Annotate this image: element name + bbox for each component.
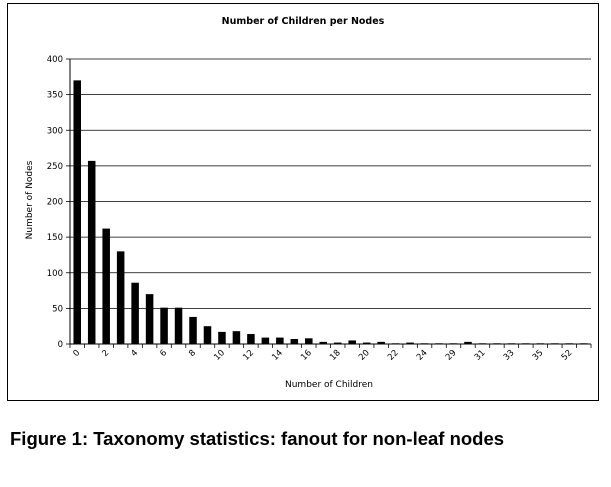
bar-21: [377, 341, 385, 344]
x-tick-label: 14: [270, 348, 285, 363]
y-tick-label: 50: [52, 304, 63, 314]
bar-23: [406, 342, 414, 344]
bar-6: [160, 307, 168, 344]
chart-svg: Number of Children per Nodes Number of N…: [25, 16, 592, 390]
bar-10: [218, 331, 226, 344]
x-tick-label: 16: [299, 348, 314, 363]
y-tick-label: 250: [47, 162, 63, 172]
gridlines: [70, 58, 591, 309]
bar-19: [348, 340, 356, 344]
x-tick-label: 2: [100, 348, 111, 359]
y-tick-label: 400: [47, 55, 63, 65]
bar-18: [333, 342, 342, 344]
y-tick-label: 100: [47, 269, 63, 279]
y-tick-label: 0: [58, 340, 63, 350]
chart-frame: Number of Children per Nodes Number of N…: [7, 3, 599, 401]
bars: [73, 80, 588, 344]
x-tick-label: 0: [71, 348, 82, 359]
bar-14: [276, 337, 284, 344]
bar-8: [189, 316, 197, 344]
bar-13: [261, 337, 270, 344]
bar-9: [203, 326, 212, 344]
bar-3: [116, 251, 125, 344]
y-tick-label: 300: [47, 126, 63, 136]
x-tick-label: 8: [187, 348, 198, 359]
bar-0: [73, 80, 81, 344]
x-tick-label: 33: [502, 348, 517, 363]
axes: [66, 58, 592, 348]
x-axis-label: Number of Children: [285, 380, 373, 390]
x-tick-label: 52: [560, 348, 575, 363]
x-tick-label: 20: [357, 348, 372, 363]
x-tick-label: 31: [473, 348, 488, 363]
x-tick-label: 6: [158, 348, 169, 359]
bar-1: [87, 160, 96, 344]
x-tick-label: 24: [415, 348, 430, 363]
y-tick-label: 350: [47, 91, 63, 101]
bar-17: [319, 341, 328, 344]
x-tick-labels: 0 2 4 6 8 10 12 14 16 18 20 22 24 29 31 33 35 52: [71, 348, 574, 363]
bar-11: [232, 331, 241, 344]
bar-2: [102, 228, 110, 344]
x-tick-label: 12: [241, 348, 256, 363]
x-tick-label: 10: [212, 348, 227, 363]
bar-7: [174, 307, 183, 344]
x-tick-label: 35: [531, 348, 546, 363]
bar-12: [247, 334, 255, 344]
y-tick-label: 150: [47, 233, 63, 243]
bar-5: [145, 294, 154, 344]
figure-caption: Figure 1: Taxonomy statistics: fanout fo…: [10, 428, 505, 449]
y-tick-labels: 0 50 100 150 200 250 300 350 400: [47, 55, 63, 350]
x-tick-label: 22: [386, 348, 401, 363]
y-tick-label: 200: [47, 198, 63, 208]
bar-4: [131, 282, 139, 344]
x-tick-label: 18: [328, 348, 343, 363]
bar-30: [464, 341, 472, 344]
x-tick-label: 29: [444, 348, 459, 363]
bar-15: [290, 339, 299, 344]
bar-16: [305, 338, 313, 344]
x-tick-label: 4: [129, 348, 140, 359]
bar-20: [362, 342, 371, 344]
y-axis-label: Number of Nodes: [25, 160, 35, 239]
chart-title: Number of Children per Nodes: [222, 16, 385, 27]
